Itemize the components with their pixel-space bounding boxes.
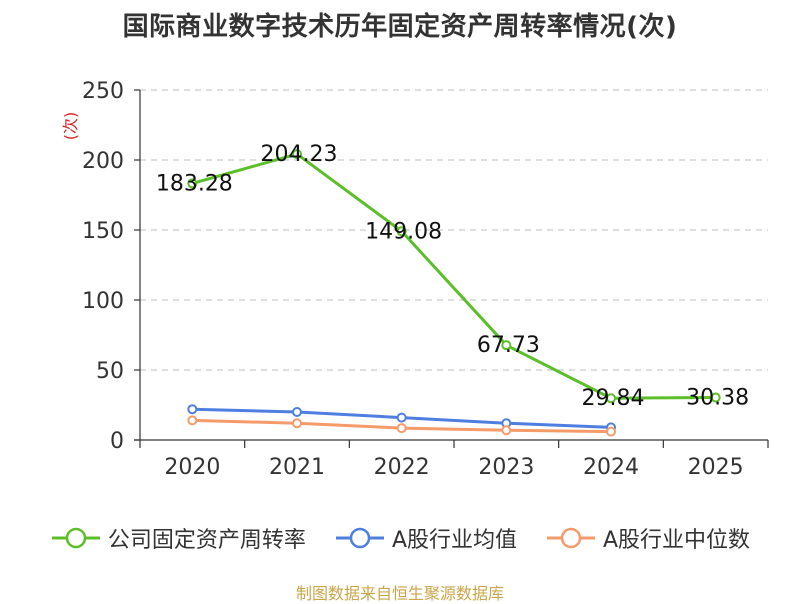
- legend-label-industry-mean: A股行业均值: [391, 528, 517, 553]
- y-tick-label: 150: [82, 219, 124, 244]
- x-tick-label: 2021: [269, 455, 325, 480]
- data-point[interactable]: [187, 404, 198, 415]
- data-label: 30.38: [686, 385, 749, 410]
- data-point[interactable]: [396, 423, 407, 434]
- legend: 公司固定资产周转率 A股行业均值 A股行业中位数: [0, 522, 800, 554]
- x-tick-label: 2024: [583, 455, 639, 480]
- data-point[interactable]: [501, 425, 512, 436]
- y-tick-label: 200: [82, 149, 124, 174]
- legend-line-marker-icon: [547, 527, 595, 549]
- data-point[interactable]: [396, 226, 407, 237]
- y-tick-label: 100: [82, 289, 124, 314]
- data-point[interactable]: [187, 178, 198, 189]
- legend-label-company: 公司固定资产周转率: [107, 528, 306, 553]
- data-label: 29.84: [582, 386, 645, 411]
- y-tick-label: 250: [82, 79, 124, 104]
- x-tick-label: 2020: [164, 455, 220, 480]
- chart-title: 国际商业数字技术历年固定资产周转率情况(次): [122, 12, 678, 42]
- data-point[interactable]: [396, 412, 407, 423]
- data-label: 204.23: [261, 142, 338, 167]
- data-label: 67.73: [477, 333, 540, 358]
- legend-item-company[interactable]: 公司固定资产周转率: [50, 522, 306, 554]
- data-point[interactable]: [292, 418, 302, 429]
- data-label: 149.08: [365, 219, 442, 244]
- legend-item-industry-mean[interactable]: A股行业均值: [334, 522, 517, 554]
- legend-line-marker-icon: [335, 527, 384, 549]
- data-point[interactable]: [501, 340, 512, 351]
- legend-label-industry-median: A股行业中位数: [603, 528, 751, 553]
- data-point[interactable]: [292, 149, 302, 160]
- series-line-0: [190, 152, 718, 400]
- x-tick-label: 2025: [688, 455, 744, 480]
- data-point[interactable]: [606, 393, 616, 404]
- legend-item-industry-median[interactable]: A股行业中位数: [545, 522, 750, 554]
- x-tick-label: 2023: [478, 455, 534, 480]
- legend-line-marker-icon: [51, 527, 100, 549]
- data-label: 183.28: [156, 171, 233, 196]
- data-point[interactable]: [292, 407, 302, 417]
- x-tick-label: 2022: [374, 455, 430, 480]
- y-tick-label: 0: [110, 429, 124, 454]
- data-point[interactable]: [710, 392, 721, 403]
- data-point[interactable]: [606, 426, 616, 437]
- data-point[interactable]: [187, 415, 198, 426]
- source-note: 制图数据来自恒生聚源数据库: [295, 584, 504, 603]
- y-tick-label: 50: [96, 359, 124, 384]
- y-axis-unit-label: (次): [61, 112, 80, 141]
